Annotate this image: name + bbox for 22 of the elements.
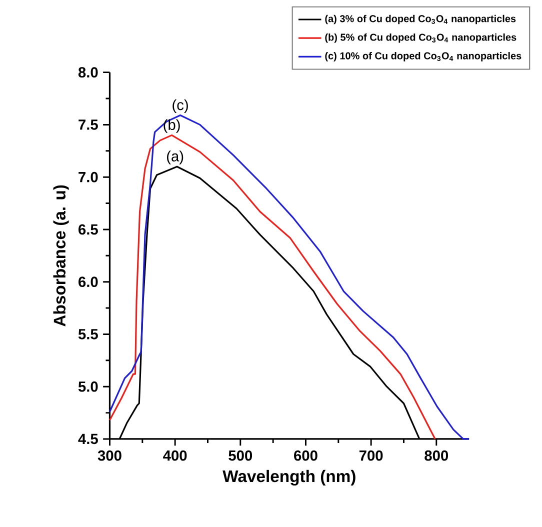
legend-label: (b) 5% of Cu doped Co$_{3}$O$_{4}$ nanoparticles [325, 33, 516, 43]
y-tick-label: 6.0 [78, 276, 98, 288]
y-tick-label: 5.0 [78, 381, 98, 392]
x-tick-label: 400 [163, 450, 187, 461]
legend-label: (a) 3% of Cu doped Co$_{3}$O$_{4}$ nanoparticles [325, 14, 516, 24]
legend-label: (c) 10% of Cu doped Co$_{3}$O$_{4}$ nanoparticles [325, 52, 522, 62]
x-tick-label: 500 [228, 450, 252, 461]
y-tick-label: 7.5 [78, 120, 98, 130]
y-tick-label: 6.5 [78, 224, 98, 235]
y-axis-title: Absorbance (a. u) [53, 185, 69, 326]
y-tick-label: 8.0 [78, 67, 98, 78]
x-tick-label: 600 [294, 450, 318, 461]
x-tick-label: 800 [424, 450, 448, 461]
annotation: (a) [167, 150, 184, 164]
x-tick-label: 300 [98, 450, 122, 461]
x-axis-title: Wavelength (nm) [222, 470, 356, 486]
y-tick-label: 7.0 [78, 172, 98, 182]
annotation: (c) [172, 99, 188, 114]
annotation: (b) [164, 119, 180, 133]
x-tick-label: 700 [359, 450, 383, 461]
y-tick-label: 5.5 [78, 329, 98, 340]
y-tick-label: 4.5 [78, 434, 98, 444]
